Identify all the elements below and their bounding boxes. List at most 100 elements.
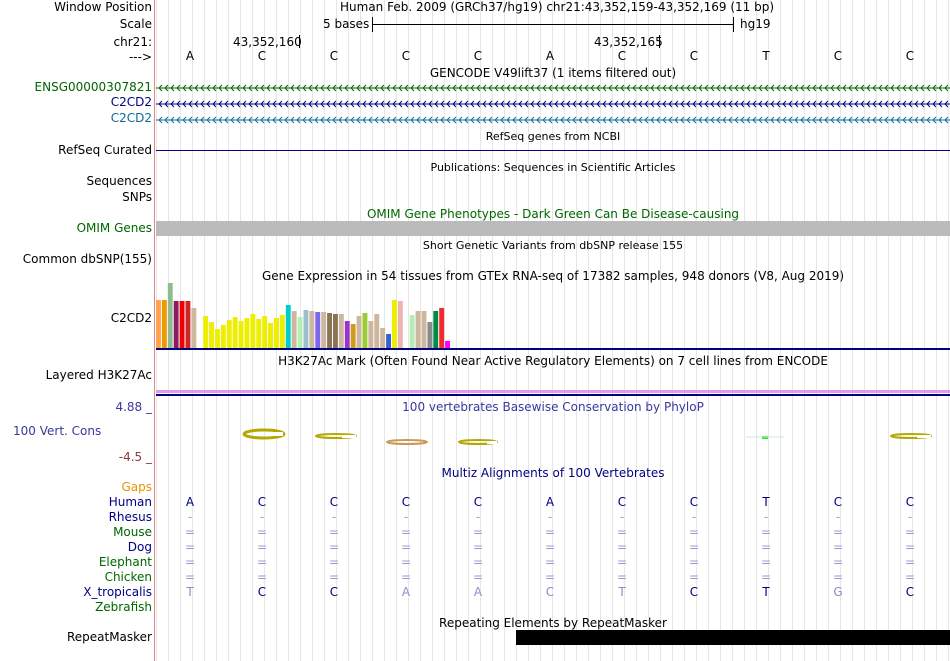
strand-arrow [782, 116, 787, 124]
multiz-track-title[interactable]: Multiz Alignments of 100 Vertebrates [441, 466, 665, 480]
strand-arrow [824, 84, 829, 92]
multiz-base: C [905, 585, 915, 599]
multiz-species-label[interactable]: X_tropicalis [83, 585, 152, 599]
multiz-base: - [403, 510, 409, 524]
strand-arrow [488, 84, 493, 92]
strand-arrow [182, 84, 187, 92]
strand-arrow [584, 100, 589, 108]
repeatmasker-label[interactable]: RepeatMasker [66, 630, 152, 644]
strand-arrow [176, 116, 181, 124]
grid-line [564, 0, 565, 661]
h3k27ac-layer-line[interactable] [156, 394, 950, 396]
strand-arrow [680, 84, 685, 92]
gtex-tissue-bar [250, 314, 256, 348]
strand-arrow [302, 100, 307, 108]
strand-arrow [794, 84, 799, 92]
strand-arrow [500, 100, 505, 108]
strand-arrow [818, 100, 823, 108]
gtex-track-title[interactable]: Gene Expression in 54 tissues from GTEx … [261, 269, 845, 283]
grid-line [924, 0, 925, 661]
strand-arrow [422, 116, 427, 124]
multiz-species-label[interactable]: Zebrafish [95, 600, 152, 614]
multiz-species-label[interactable]: Elephant [98, 555, 152, 569]
strand-arrow [854, 84, 859, 92]
gtex-expression-chart[interactable] [156, 282, 950, 352]
strand-arrow [806, 84, 811, 92]
h3k27ac-layer-bar[interactable] [156, 390, 950, 393]
gtex-label[interactable]: C2CD2 [110, 311, 152, 325]
multiz-base: - [691, 510, 697, 524]
gtex-tissue-bar [344, 321, 350, 348]
grid-line [876, 0, 877, 661]
multiz-base: = [184, 555, 196, 569]
gencode-track-title[interactable]: GENCODE V49lift37 (1 items filtered out) [429, 66, 677, 80]
multiz-base: - [259, 510, 265, 524]
strand-arrow [362, 84, 367, 92]
strand-arrow [452, 84, 457, 92]
refseq-label[interactable]: RefSeq Curated [58, 143, 152, 157]
strand-arrow [860, 100, 865, 108]
strand-arrow [812, 100, 817, 108]
strand-arrow [926, 100, 931, 108]
publications-track-title[interactable]: Publications: Sequences in Scientific Ar… [430, 161, 676, 174]
strand-arrow [404, 84, 409, 92]
multiz-base: A [473, 585, 483, 599]
strand-arrow [668, 84, 673, 92]
multiz-base: = [616, 540, 628, 554]
multiz-base: = [472, 525, 484, 539]
multiz-species-label[interactable]: Chicken [104, 570, 152, 584]
gtex-tissue-bar [415, 311, 421, 348]
multiz-base: - [835, 510, 841, 524]
conservation-phylop-plot[interactable] [156, 420, 950, 460]
strand-arrow [656, 84, 661, 92]
strand-arrow [878, 100, 883, 108]
strand-arrow [536, 84, 541, 92]
refseq-gene-line[interactable] [156, 150, 950, 151]
multiz-base: C [617, 495, 627, 509]
strand-arrow [680, 100, 685, 108]
multiz-species-label[interactable]: Rhesus [108, 510, 152, 524]
multiz-base: C [905, 495, 915, 509]
publications-label-sequences[interactable]: Sequences [86, 174, 152, 188]
omim-phenotype-bar[interactable] [156, 221, 950, 236]
scale-label: Scale [119, 17, 152, 31]
multiz-base: = [472, 540, 484, 554]
multiz-species-label[interactable]: Dog [127, 540, 152, 554]
gencode-transcripts[interactable] [156, 82, 950, 126]
conservation-track-title[interactable]: 100 vertebrates Basewise Conservation by… [402, 400, 704, 414]
omim-label[interactable]: OMIM Genes [76, 221, 152, 235]
publications-label-snps[interactable]: SNPs [122, 190, 152, 204]
strand-arrow [494, 100, 499, 108]
gtex-tissue-bar [244, 318, 250, 348]
strand-arrow [248, 84, 253, 92]
dbsnp-label[interactable]: Common dbSNP(155) [22, 252, 152, 266]
strand-arrow [272, 100, 277, 108]
reference-base: C [905, 49, 915, 63]
repeatmasker-track-title[interactable]: Repeating Elements by RepeatMasker [439, 616, 667, 630]
strand-arrow [602, 100, 607, 108]
omim-track-title[interactable]: OMIM Gene Phenotypes - Dark Green Can Be… [366, 207, 740, 221]
label-divider[interactable] [154, 0, 155, 661]
repeatmasker-element[interactable] [516, 630, 950, 645]
multiz-species-label[interactable]: Mouse [113, 525, 152, 539]
strand-arrow [314, 100, 319, 108]
strand-arrow [686, 100, 691, 108]
dbsnp-track-title[interactable]: Short Genetic Variants from dbSNP releas… [422, 239, 684, 252]
strand-arrow [836, 84, 841, 92]
reference-base: A [545, 49, 555, 63]
h3k27ac-track-title[interactable]: H3K27Ac Mark (Often Found Near Active Re… [278, 354, 828, 368]
gtex-tissue-bar [279, 315, 285, 348]
grid-line [576, 0, 577, 661]
refseq-track-title[interactable]: RefSeq genes from NCBI [485, 130, 621, 143]
gencode-label-c2cd2-2[interactable]: C2CD2 [110, 111, 152, 125]
multiz-base: = [544, 540, 556, 554]
strand-arrow [608, 100, 613, 108]
conservation-label[interactable]: 100 Vert. Cons [13, 424, 102, 438]
h3k27ac-label[interactable]: Layered H3K27Ac [45, 368, 152, 382]
multiz-base: = [832, 555, 844, 569]
gencode-label-ensg[interactable]: ENSG00000307821 [34, 80, 152, 94]
strand-arrow [500, 116, 505, 124]
gtex-tissue-bar [374, 314, 380, 348]
multiz-species-label[interactable]: Human [108, 495, 152, 509]
gencode-label-c2cd2-1[interactable]: C2CD2 [110, 95, 152, 109]
